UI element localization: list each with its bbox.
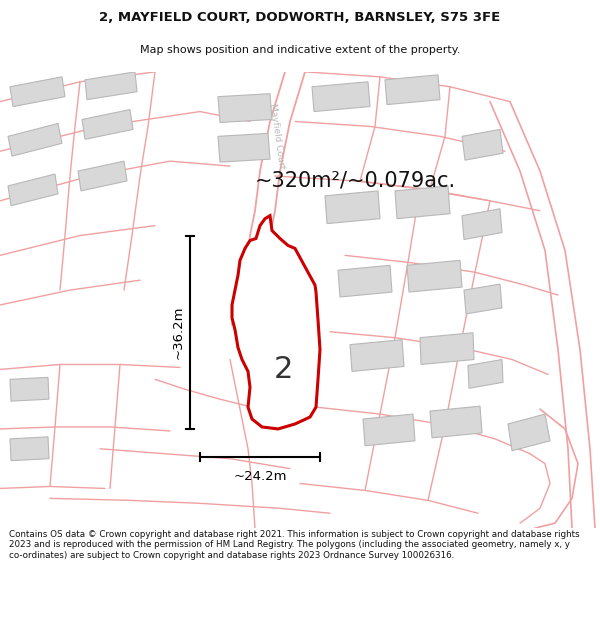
Text: ~24.2m: ~24.2m <box>233 469 287 482</box>
Polygon shape <box>508 414 550 451</box>
Polygon shape <box>85 72 137 99</box>
Text: 2, MAYFIELD COURT, DODWORTH, BARNSLEY, S75 3FE: 2, MAYFIELD COURT, DODWORTH, BARNSLEY, S… <box>100 11 500 24</box>
Text: 2: 2 <box>274 355 293 384</box>
Polygon shape <box>82 109 133 139</box>
Polygon shape <box>312 82 370 111</box>
Polygon shape <box>8 174 58 206</box>
Polygon shape <box>464 284 502 314</box>
Polygon shape <box>363 414 415 446</box>
Polygon shape <box>338 265 392 297</box>
Polygon shape <box>385 75 440 104</box>
Polygon shape <box>218 94 272 122</box>
Polygon shape <box>10 77 65 107</box>
Text: Map shows position and indicative extent of the property.: Map shows position and indicative extent… <box>140 44 460 54</box>
Polygon shape <box>462 209 502 239</box>
Circle shape <box>232 290 272 330</box>
Text: Mayfield Court: Mayfield Court <box>268 103 286 170</box>
Polygon shape <box>468 359 503 388</box>
Polygon shape <box>10 378 49 401</box>
Polygon shape <box>407 261 462 292</box>
Polygon shape <box>462 129 503 160</box>
Polygon shape <box>78 161 127 191</box>
Polygon shape <box>420 332 474 364</box>
Text: ~36.2m: ~36.2m <box>172 306 185 359</box>
Polygon shape <box>232 216 320 429</box>
Polygon shape <box>395 186 450 219</box>
Text: ~320m²/~0.079ac.: ~320m²/~0.079ac. <box>255 171 456 191</box>
Polygon shape <box>350 339 404 371</box>
Polygon shape <box>10 437 49 461</box>
Text: Contains OS data © Crown copyright and database right 2021. This information is : Contains OS data © Crown copyright and d… <box>9 530 580 560</box>
Polygon shape <box>8 124 62 156</box>
Polygon shape <box>218 133 270 162</box>
Polygon shape <box>325 191 380 224</box>
Polygon shape <box>430 406 482 438</box>
